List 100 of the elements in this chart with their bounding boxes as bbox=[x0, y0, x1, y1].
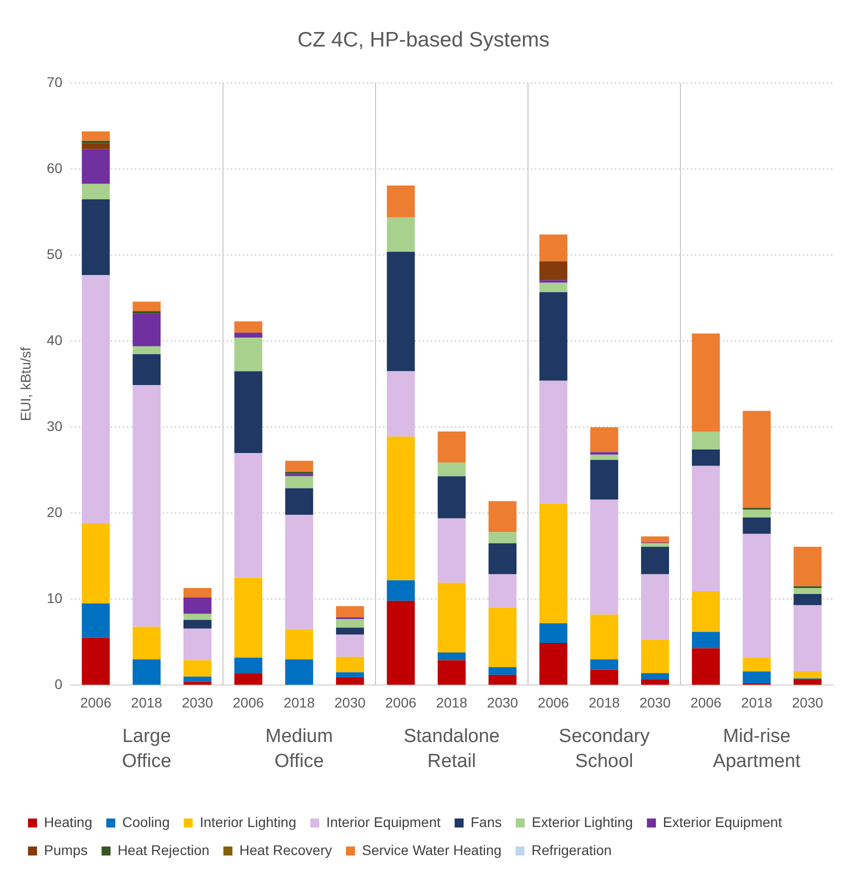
x-tick-label: 2006 bbox=[232, 694, 264, 710]
bar bbox=[183, 628, 212, 660]
bar bbox=[742, 671, 771, 684]
bar bbox=[82, 524, 110, 604]
bar bbox=[794, 679, 822, 685]
legend-label: Interior Lighting bbox=[200, 814, 296, 830]
x-tick-label: 2018 bbox=[131, 694, 162, 710]
bar bbox=[386, 600, 415, 685]
bar bbox=[234, 371, 262, 453]
y-tick-label: 30 bbox=[46, 418, 63, 434]
bar bbox=[82, 140, 110, 144]
bar bbox=[183, 588, 212, 598]
bar bbox=[590, 452, 618, 455]
y-tick-label: 60 bbox=[46, 160, 63, 176]
bar bbox=[590, 614, 618, 660]
bar bbox=[488, 501, 517, 532]
bar bbox=[336, 656, 364, 672]
text: Large Office bbox=[122, 726, 172, 772]
x-tick-label: 2030 bbox=[486, 694, 518, 710]
bar bbox=[132, 626, 161, 660]
bar bbox=[132, 385, 161, 627]
bar bbox=[132, 314, 161, 346]
bar bbox=[539, 280, 568, 283]
bar bbox=[336, 672, 364, 678]
x-tick-label: 2006 bbox=[80, 694, 112, 710]
bar bbox=[539, 623, 568, 644]
bar bbox=[386, 186, 415, 218]
bar bbox=[438, 582, 466, 653]
bar bbox=[488, 543, 517, 574]
legend-label: Heat Recovery bbox=[239, 842, 332, 858]
text: Standalone Retail bbox=[404, 726, 500, 772]
bar bbox=[641, 536, 670, 542]
bar bbox=[692, 591, 720, 632]
bar bbox=[285, 514, 314, 630]
bar bbox=[539, 234, 568, 262]
bar bbox=[285, 629, 314, 660]
bar bbox=[641, 546, 670, 574]
bar bbox=[234, 321, 262, 333]
bar bbox=[488, 574, 517, 608]
x-tick-label: 2030 bbox=[639, 694, 671, 710]
bar bbox=[132, 659, 161, 685]
bar bbox=[641, 679, 670, 685]
bar bbox=[336, 634, 364, 657]
x-tick-label: 2030 bbox=[182, 694, 214, 710]
legend-label: Exterior Equipment bbox=[662, 814, 782, 830]
bar bbox=[539, 261, 568, 280]
bar bbox=[234, 453, 262, 578]
bar bbox=[132, 346, 161, 354]
bar bbox=[82, 199, 110, 275]
bar bbox=[132, 354, 161, 386]
bar bbox=[641, 640, 670, 674]
bar bbox=[183, 620, 212, 628]
y-tick-label: 50 bbox=[46, 246, 63, 262]
bar bbox=[692, 333, 720, 432]
x-tick-label: 2006 bbox=[385, 694, 417, 710]
legend-label: Heating bbox=[44, 814, 92, 830]
bar bbox=[488, 608, 517, 668]
text: Secondary School bbox=[558, 726, 650, 772]
bar bbox=[438, 660, 466, 685]
bar bbox=[742, 534, 771, 658]
bar bbox=[386, 252, 415, 372]
bar bbox=[438, 476, 466, 518]
bar bbox=[438, 462, 466, 476]
bar bbox=[82, 131, 110, 141]
bar bbox=[82, 184, 110, 200]
bar bbox=[539, 504, 568, 624]
legend-label: Exterior Lighting bbox=[532, 814, 633, 830]
bar bbox=[692, 648, 720, 685]
legend-label: Interior Equipment bbox=[326, 814, 441, 830]
bar bbox=[183, 660, 212, 677]
bar bbox=[488, 674, 517, 685]
bar bbox=[539, 380, 568, 504]
bar bbox=[234, 673, 262, 685]
bar bbox=[742, 410, 771, 508]
bar bbox=[590, 460, 618, 500]
bar bbox=[386, 436, 415, 580]
bar bbox=[183, 597, 212, 614]
bar bbox=[590, 454, 618, 460]
x-tick-label: 2018 bbox=[741, 694, 773, 710]
legend-label: Pumps bbox=[44, 842, 88, 858]
bar bbox=[386, 371, 415, 437]
bar bbox=[488, 532, 517, 544]
legend-label: Service Water Heating bbox=[362, 842, 502, 858]
bar bbox=[438, 432, 466, 462]
bar bbox=[285, 460, 314, 472]
x-tick-label: 2018 bbox=[436, 694, 468, 710]
bar bbox=[794, 594, 822, 606]
bar bbox=[641, 673, 670, 680]
y-axis-title: EUI, kBtu/sf bbox=[17, 347, 34, 422]
chart-title: CZ 4C, HP-based Systems bbox=[297, 28, 550, 52]
x-tick-label: 2018 bbox=[284, 694, 315, 710]
bar bbox=[336, 628, 364, 634]
bar bbox=[794, 671, 822, 678]
bar bbox=[794, 605, 822, 672]
bar bbox=[132, 302, 161, 312]
bar bbox=[386, 217, 415, 252]
x-tick-label: 2006 bbox=[538, 694, 570, 710]
bar bbox=[285, 659, 314, 685]
legend-label: Fans bbox=[470, 814, 502, 830]
bar bbox=[539, 292, 568, 381]
